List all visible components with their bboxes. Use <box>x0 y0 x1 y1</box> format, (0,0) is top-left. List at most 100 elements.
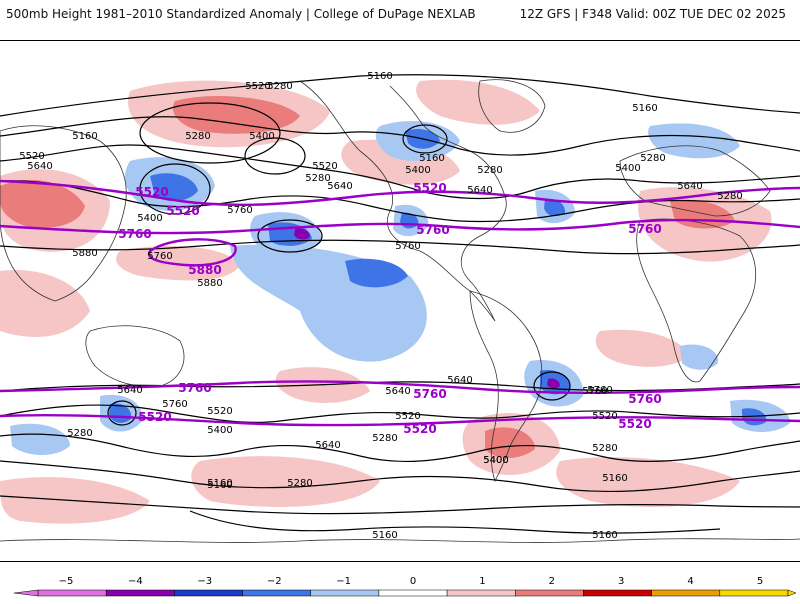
colorbar-swatch <box>583 589 652 597</box>
highlight-contour-label: 5760 <box>628 222 661 236</box>
negative-anomaly-region <box>648 123 740 159</box>
contour-label: 5160 <box>592 530 617 541</box>
colorbar-swatch <box>37 589 107 597</box>
colorbar-swatch <box>105 589 175 597</box>
highlight-contour-label: 5880 <box>188 263 221 277</box>
contour-line <box>189 510 721 534</box>
colorbar-tick-label: 2 <box>549 576 555 587</box>
colorbar-tick-label: −5 <box>59 576 74 587</box>
negative-anomaly-region <box>680 344 719 370</box>
colorbar: −5 −4 −3 −2 −1 0 1 2 3 4 5 <box>0 570 800 600</box>
highlight-contour-label: 5520 <box>135 185 168 199</box>
contour-label: 5760 <box>162 399 187 410</box>
highlight-contour-5880 <box>147 238 237 267</box>
contour-label: 5280 <box>287 478 312 489</box>
contour-label: 5160 <box>367 71 392 82</box>
contour-label: 5520 <box>395 411 420 422</box>
height-contours <box>0 74 800 534</box>
negative-anomaly-core <box>294 228 310 240</box>
highlight-contour-label: 5520 <box>138 410 171 424</box>
contour-label: 5640 <box>315 440 340 451</box>
contour-label: 5400 <box>207 425 232 436</box>
contour-line <box>0 433 800 463</box>
contour-label: 5280 <box>717 191 742 202</box>
contour-label: 5640 <box>117 385 142 396</box>
positive-anomaly-region <box>0 270 90 337</box>
contour-label: 5880 <box>197 278 222 289</box>
contour-line <box>0 495 800 515</box>
colorbar-tick-label: −2 <box>267 576 282 587</box>
contour-line <box>0 239 800 255</box>
colorbar-swatch <box>310 589 380 597</box>
header: 500mb Height 1981–2010 Standardized Anom… <box>0 0 800 30</box>
contour-label: 5160 <box>419 153 444 164</box>
highlight-contour-5760-south <box>0 380 800 394</box>
contour-label: 5760 <box>147 251 172 262</box>
contour-label: 5640 <box>27 161 52 172</box>
colorbar-tick-label: 0 <box>410 576 416 587</box>
contour-label: 5160 <box>207 480 232 491</box>
highlight-contour-label: 5760 <box>118 227 151 241</box>
negative-anomaly-region <box>10 423 70 456</box>
contour-label: 5280 <box>640 153 665 164</box>
highlight-contour-label: 5520 <box>403 422 436 436</box>
contour-closed-low <box>244 137 306 175</box>
colorbar-swatch <box>174 589 243 597</box>
positive-anomaly-core <box>0 179 85 228</box>
anomaly-map: 5160 5160 5160 5160 5280 5280 5280 5280 5280 5280… <box>0 71 800 543</box>
contour-label: 5400 <box>483 455 508 466</box>
negative-anomaly-core <box>150 173 198 202</box>
colorbar-tick-label: 5 <box>757 576 763 587</box>
contour-line <box>0 404 800 424</box>
chart-title: 500mb Height 1981–2010 Standardized Anom… <box>6 7 476 21</box>
colorbar-tick-label: 3 <box>618 576 624 587</box>
contour-closed-low <box>139 163 211 215</box>
contour-label: 5280 <box>592 443 617 454</box>
contour-line <box>0 116 800 156</box>
contour-label: 5160 <box>72 131 97 142</box>
contour-label: 5760 <box>587 385 612 396</box>
model-run-info: 12Z GFS | F348 Valid: 00Z TUE DEC 02 202… <box>519 7 786 21</box>
highlight-contour-label: 5520 <box>413 181 446 195</box>
contour-label: 5400 <box>249 131 274 142</box>
highlight-contours <box>0 179 800 427</box>
contour-label: 5400 <box>483 455 508 466</box>
colorbar-tick-label: −4 <box>128 576 143 587</box>
contour-label: 5160 <box>602 473 627 484</box>
negative-anomaly-core <box>547 378 560 389</box>
coastline-antarctica <box>0 538 800 543</box>
contour-label: 5280 <box>477 165 502 176</box>
contour-label: 5640 <box>327 181 352 192</box>
colorbar-swatch <box>446 589 516 597</box>
contour-label: 5640 <box>677 181 702 192</box>
negative-anomaly-core <box>345 258 408 288</box>
highlight-contour-5520-north <box>0 179 800 207</box>
contour-label: 5280 <box>267 81 292 92</box>
contour-closed-low <box>257 219 323 253</box>
highlight-contour-5760-north <box>0 218 800 235</box>
positive-anomaly-region <box>191 456 380 507</box>
colorbar-tick-label: −3 <box>197 576 212 587</box>
contour-label: 5280 <box>185 131 210 142</box>
contour-label: 5760 <box>582 386 607 397</box>
highlight-contour-label: 5760 <box>178 381 211 395</box>
colorbar-ticks: −5 −4 −3 −2 −1 0 1 2 3 4 5 <box>59 576 764 587</box>
negative-anomaly-region <box>230 244 427 362</box>
colorbar-swatches <box>13 589 797 597</box>
coastline-asia <box>0 125 127 302</box>
contour-label: 5520 <box>312 161 337 172</box>
colorbar-max-arrow <box>787 589 797 597</box>
contour-label: 5760 <box>227 205 252 216</box>
contour-label: 5400 <box>615 163 640 174</box>
colorbar-min-arrow <box>13 589 39 597</box>
contour-label: 5280 <box>67 428 92 439</box>
contour-label: 5760 <box>395 241 420 252</box>
contour-label: 5520 <box>245 81 270 92</box>
contour-closed-low <box>107 400 137 426</box>
anomaly-shading <box>0 79 790 524</box>
highlight-contour-label: 5520 <box>618 417 651 431</box>
colorbar-tick-label: 1 <box>479 576 485 587</box>
contour-label: 5520 <box>207 406 232 417</box>
colorbar-swatch <box>378 589 448 597</box>
